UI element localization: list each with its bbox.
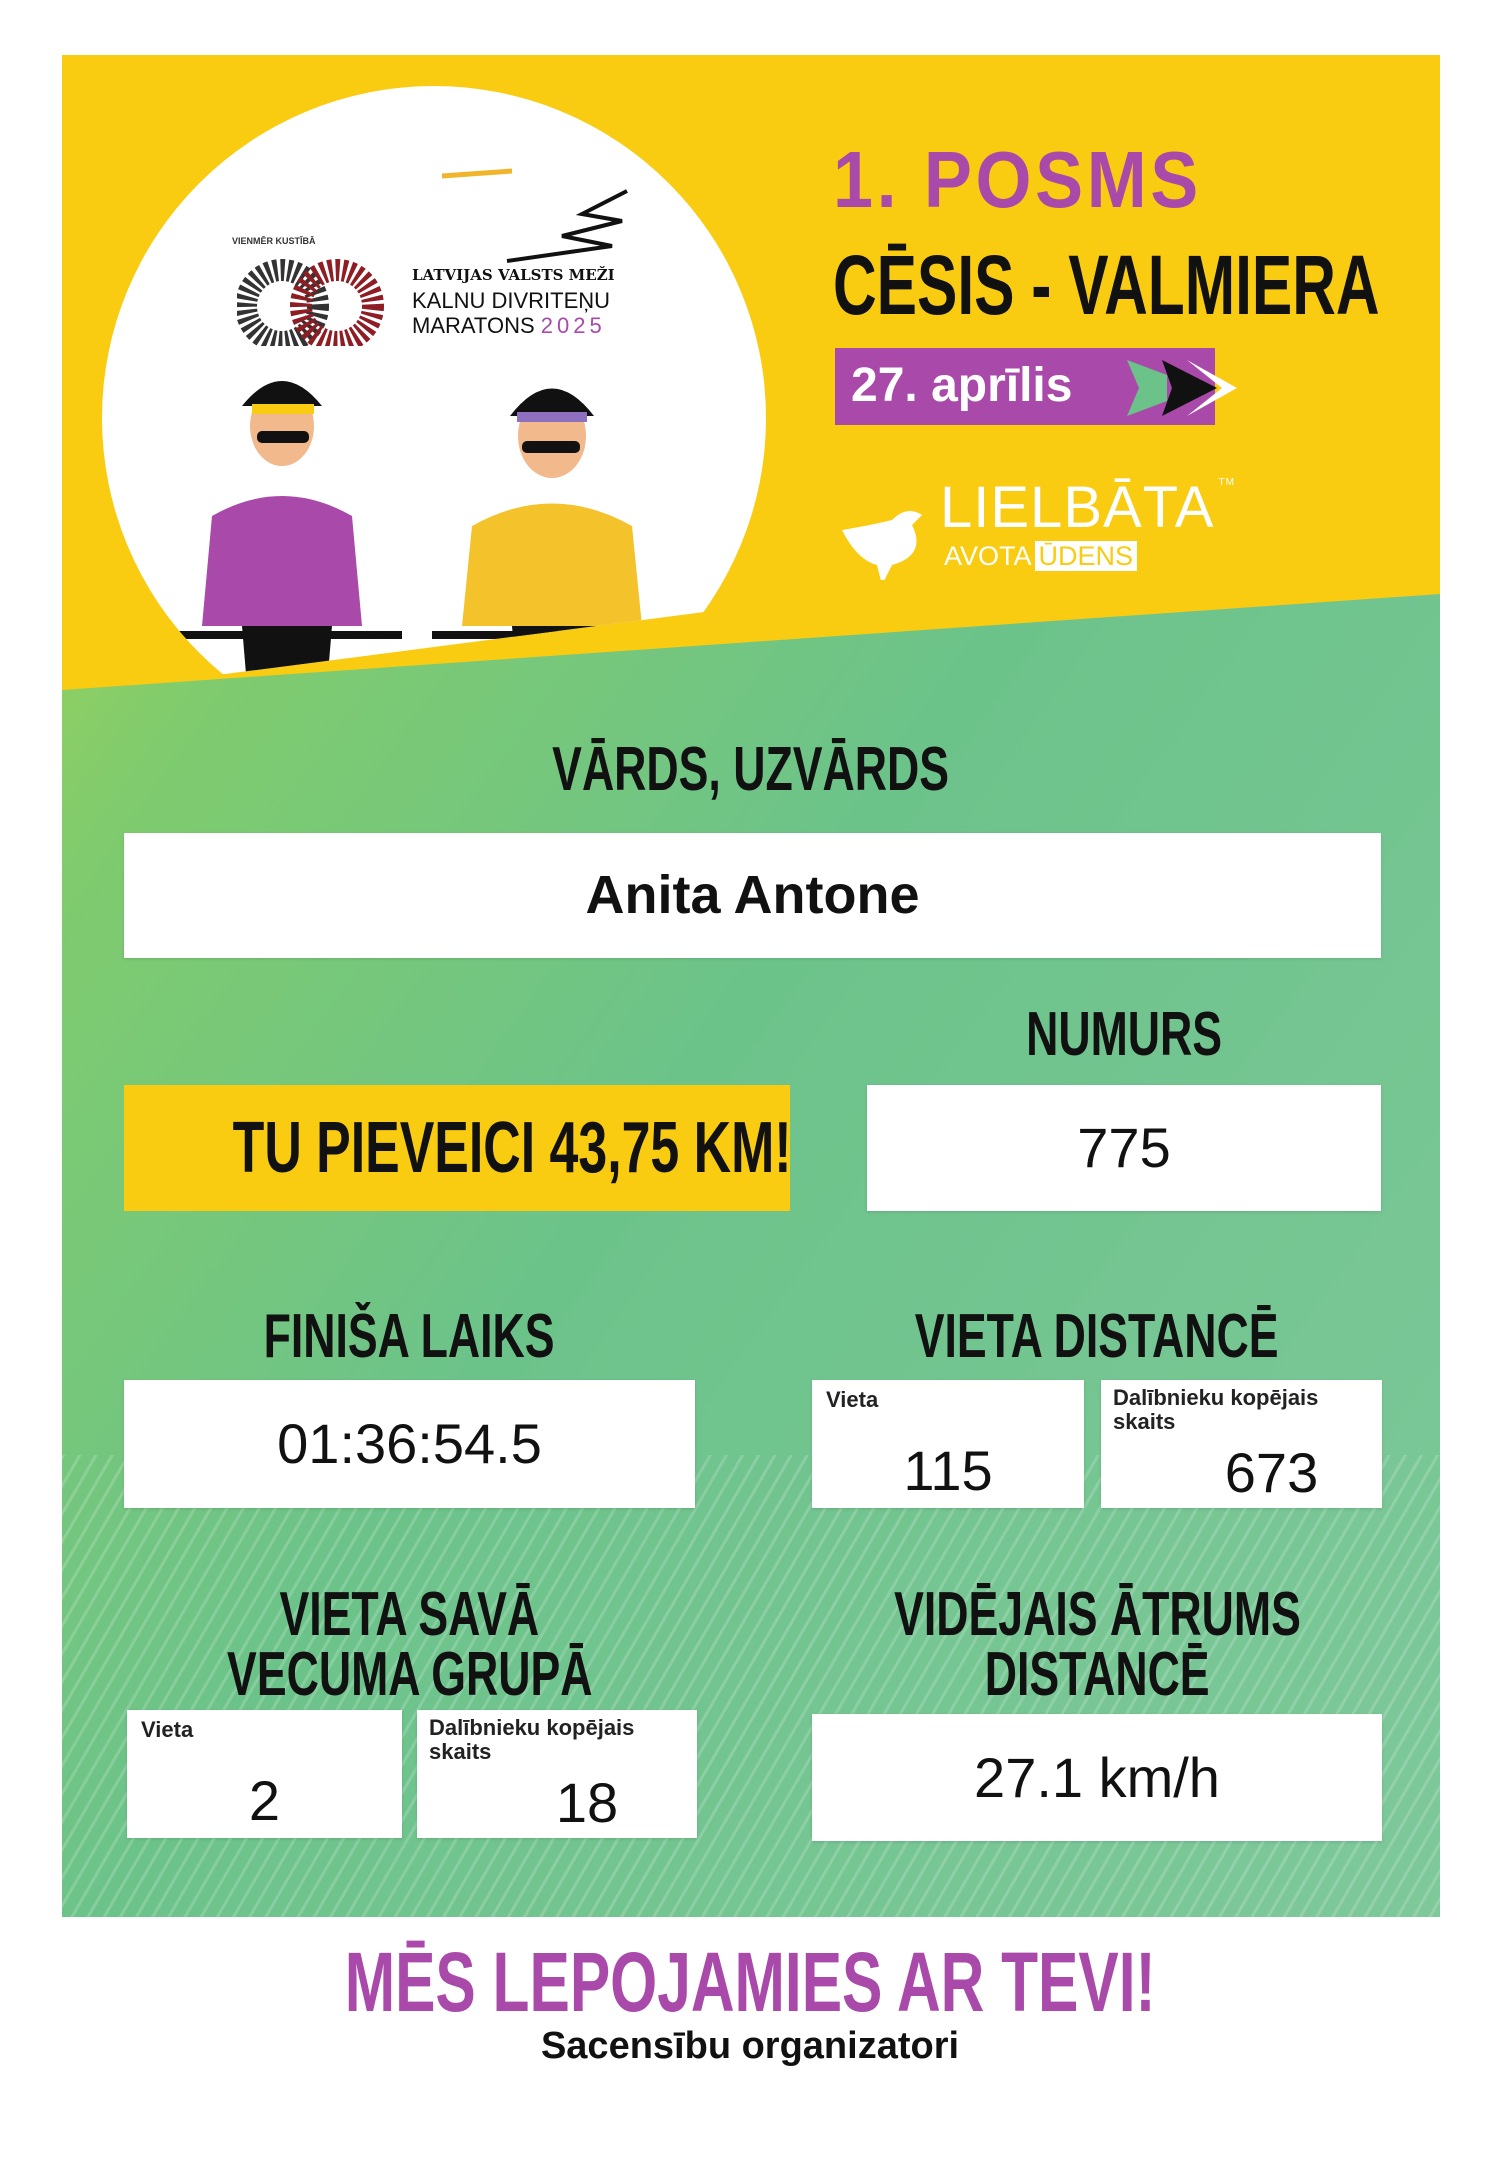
footer-subtitle: Sacensību organizatori	[540, 2025, 960, 2067]
distance-badge-text: TU PIEVEICI 43,75 KM!	[232, 1108, 792, 1188]
place-label: Vieta	[826, 1387, 879, 1412]
place-age-label: VIETA SAVĀ VECUMA GRUPĀ	[226, 1580, 593, 1709]
arrow-icon	[1127, 360, 1237, 416]
place-distance-label: VIETA DISTANCĒ	[915, 1302, 1279, 1371]
partner-line-2: AVOTA ŪDENS	[944, 541, 1138, 571]
finish-time-label: FINIŠA LAIKS	[264, 1302, 555, 1371]
logo-small-text: VIENMĒR KUSTĪBĀ	[232, 236, 316, 246]
avg-speed-value: 27.1 km/h	[974, 1746, 1220, 1809]
event-year: 2025	[540, 313, 606, 338]
partner-tm: TM	[1218, 477, 1235, 488]
partner-avota: AVOTA	[944, 541, 1032, 571]
event-line-2: MARATONS	[412, 313, 535, 338]
distance-badge: TU PIEVEICI 43,75 KM!	[124, 1085, 792, 1211]
age-total-label: Dalībnieku kopējais skaits	[429, 1715, 635, 1764]
event-name: KALNU DIVRITEŅU MARATONS 2025	[412, 288, 610, 338]
route-title: CĒSIS - VALMIERA	[833, 238, 1380, 332]
date-text: 27. aprīlis	[851, 359, 1073, 412]
finish-time-value: 01:36:54.5	[277, 1412, 542, 1475]
place-distance-box: Vieta 115	[812, 1380, 1084, 1508]
cyclist-right-icon	[432, 388, 682, 690]
number-value: 775	[1077, 1116, 1171, 1179]
age-place-label: Vieta	[141, 1717, 194, 1742]
event-line-1: KALNU DIVRITEŅU	[412, 288, 611, 313]
partner-line-1: LIELBĀTA TM	[940, 478, 1235, 538]
age-total-box: Dalībnieku kopējais skaits 18	[417, 1710, 697, 1838]
total-value: 673	[1224, 1441, 1319, 1504]
tree-logo-icon	[506, 189, 628, 263]
name-value: Anita Antone	[585, 865, 920, 925]
footer-title: MĒS LEPOJAMIES AR TEVI!	[344, 1935, 1156, 2029]
avg-speed-box: 27.1 km/h	[812, 1714, 1382, 1841]
number-label: NUMURS	[1026, 1000, 1222, 1069]
cyclist-left-icon	[162, 381, 402, 690]
sponsor-line: LATVIJAS VALSTS MEŽI	[412, 266, 615, 284]
stage-title: 1. POSMS	[833, 135, 1202, 224]
partner-line-1-text: LIELBĀTA	[940, 475, 1215, 540]
age-place-value: 2	[248, 1769, 281, 1832]
total-label: Dalībnieku kopējais skaits	[1113, 1385, 1319, 1434]
avg-speed-label: VIDĒJAIS ĀTRUMS DISTANCĒ	[893, 1580, 1301, 1709]
name-box: Anita Antone	[124, 833, 1381, 958]
decor-stroke	[441, 168, 513, 179]
age-place-box: Vieta 2	[127, 1710, 402, 1838]
name-label: VĀRDS, UZVĀRDS	[552, 735, 950, 804]
number-box: 775	[867, 1085, 1381, 1211]
age-total-value: 18	[555, 1771, 619, 1834]
certificate-card: VIENMĒR KUSTĪBĀ LATVIJAS VALSTS MEŽI KAL…	[62, 55, 1440, 1917]
partner-udens: ŪDENS	[1034, 541, 1138, 571]
finish-time-box: 01:36:54.5	[124, 1380, 695, 1508]
total-distance-box: Dalībnieku kopējais skaits 673	[1101, 1380, 1382, 1508]
place-value: 115	[903, 1439, 993, 1502]
wheel-logo-icon	[237, 259, 384, 346]
bird-logo-icon	[842, 511, 922, 580]
